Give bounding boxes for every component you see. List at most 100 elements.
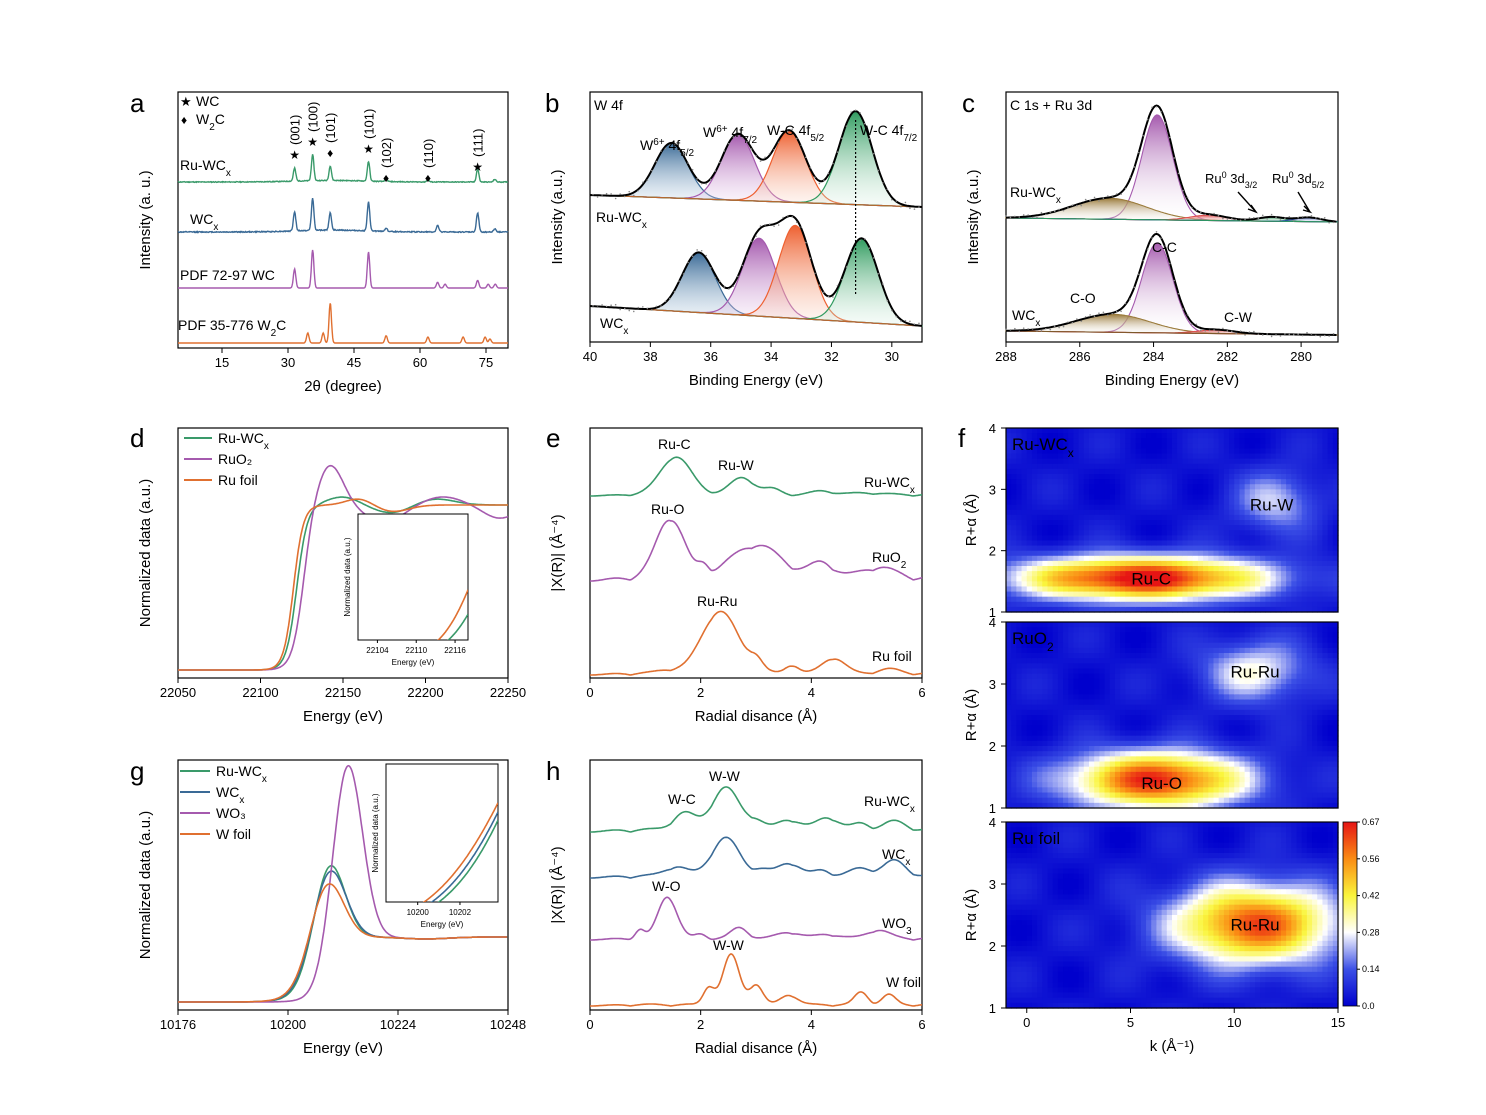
heat-cell	[1099, 709, 1106, 716]
raw-point	[1288, 333, 1291, 336]
heat-cell	[1089, 622, 1095, 628]
heat-cell	[1006, 782, 1012, 788]
heat-cell	[1223, 761, 1230, 768]
heat-cell	[1177, 479, 1183, 485]
heat-cell	[1140, 709, 1147, 716]
heat-cell	[1011, 637, 1017, 644]
raw-point	[1230, 218, 1233, 220]
heat-cell	[1317, 474, 1324, 480]
heat-cell	[1125, 704, 1132, 711]
heat-cell	[1099, 468, 1106, 475]
heat-cell	[1249, 448, 1256, 455]
heat-cell	[1063, 509, 1069, 516]
heat-cell	[1073, 668, 1080, 675]
heat-cell	[1192, 797, 1199, 804]
heat-cell	[1172, 637, 1178, 644]
heat-cell	[1125, 746, 1132, 752]
heat-cell	[1255, 591, 1261, 598]
heat-cell	[1120, 601, 1126, 608]
heat-cell	[1104, 632, 1111, 639]
heat-cell	[1301, 782, 1308, 788]
heat-cell	[1208, 782, 1215, 788]
heat-cell	[1275, 787, 1282, 794]
heat-cell	[1146, 627, 1152, 633]
heat-cell	[1317, 453, 1324, 460]
heat-cell	[1140, 453, 1147, 460]
heat-cell	[1255, 474, 1261, 480]
heat-cell	[1135, 433, 1142, 439]
heat-cell	[1234, 663, 1241, 670]
heat-cell	[1031, 433, 1038, 439]
heat-cell	[1125, 673, 1132, 680]
heat-cell	[1083, 530, 1090, 536]
heat-cell	[1332, 484, 1339, 490]
heat-cell	[1286, 627, 1292, 633]
heat-cell	[1099, 787, 1106, 794]
heat-cell	[1026, 746, 1033, 752]
heat-cell	[1327, 474, 1334, 480]
heat-cell	[1135, 709, 1142, 716]
heat-cell	[1249, 787, 1256, 794]
heat-cell	[1057, 647, 1064, 654]
heat-cell	[1083, 761, 1090, 768]
heat-cell	[1286, 668, 1292, 675]
heat-cell	[1197, 715, 1204, 721]
heat-cell	[1213, 448, 1220, 455]
heat-cell	[1260, 474, 1266, 480]
raw-point	[1022, 214, 1025, 216]
heat-cell	[1203, 715, 1209, 721]
heat-cell	[1203, 771, 1209, 778]
heat-cell	[1120, 792, 1126, 799]
heat-cell	[1120, 694, 1126, 701]
heat-cell	[1312, 581, 1318, 588]
heat-cell	[1109, 766, 1116, 773]
heat-cell	[1146, 489, 1152, 496]
heat-cell	[1218, 540, 1225, 547]
heat-cell	[1161, 468, 1168, 475]
heat-cell	[1213, 576, 1220, 582]
heat-cell	[1244, 678, 1251, 685]
heat-cell	[1234, 494, 1241, 501]
heat-cell	[1011, 627, 1017, 633]
heat-cell	[1140, 746, 1147, 752]
heat-cell	[1042, 637, 1049, 644]
heat-cell	[1249, 576, 1256, 582]
heat-cell	[1275, 591, 1282, 598]
heat-cell	[1197, 443, 1204, 450]
heat-cell	[1011, 433, 1017, 439]
heat-cell	[1291, 540, 1298, 547]
heat-cell	[1229, 601, 1235, 608]
heat-cell	[1011, 709, 1017, 716]
heat-cell	[1291, 632, 1298, 639]
raw-point	[1261, 214, 1264, 217]
heat-cell	[1057, 678, 1064, 685]
raw-point	[1332, 332, 1335, 335]
heat-cell	[1187, 479, 1194, 485]
heat-cell	[1306, 797, 1313, 804]
heat-cell	[1161, 520, 1168, 526]
heat-cell	[1016, 453, 1023, 460]
heat-cell	[1223, 514, 1230, 521]
heat-cell	[1026, 571, 1033, 577]
heat-cell	[1229, 566, 1235, 572]
heat-cell	[1286, 797, 1292, 804]
heat-cell	[1068, 720, 1075, 726]
heat-cell	[1109, 494, 1116, 501]
x-axis-label: Binding Energy (eV)	[689, 372, 823, 389]
raw-point	[809, 166, 812, 169]
raw-point	[1217, 214, 1220, 217]
heat-cell	[1322, 438, 1329, 444]
heat-cell	[1021, 704, 1028, 711]
heat-cell	[1327, 514, 1334, 521]
heat-cell	[1249, 453, 1256, 460]
heat-cell	[1208, 725, 1215, 732]
heat-cell	[1255, 792, 1261, 799]
heat-cell	[1301, 802, 1308, 809]
heat-cell	[1260, 468, 1266, 475]
heat-cell	[1068, 802, 1075, 809]
heat-cell	[1006, 550, 1012, 557]
heat-cell	[1042, 499, 1049, 506]
heat-cell	[1114, 535, 1121, 542]
heat-cell	[1089, 504, 1095, 511]
